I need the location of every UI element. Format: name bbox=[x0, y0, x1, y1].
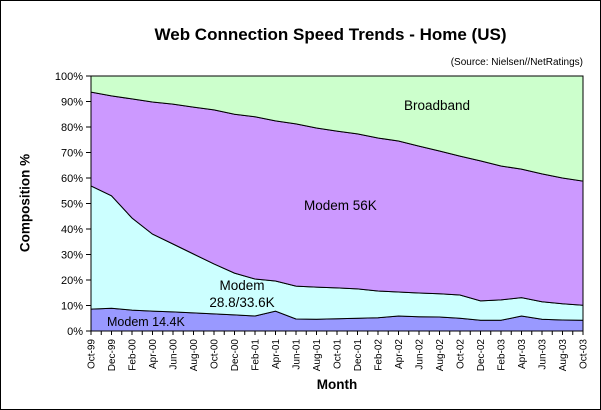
x-tick-label: Feb-01 bbox=[251, 339, 262, 371]
y-tick-label: 20% bbox=[61, 275, 83, 287]
y-tick-label: 90% bbox=[61, 97, 83, 109]
y-tick-label: 80% bbox=[61, 122, 83, 134]
x-tick-label: Aug-00 bbox=[189, 339, 200, 372]
x-axis-title: Month bbox=[316, 377, 358, 392]
x-tick-label: Aug-03 bbox=[558, 339, 569, 372]
y-tick-label: 30% bbox=[61, 250, 83, 262]
x-tick-label: Apr-00 bbox=[148, 339, 159, 369]
x-tick-label: Oct-03 bbox=[579, 339, 590, 369]
x-tick-label: Dec-01 bbox=[353, 339, 364, 372]
y-tick-label: 60% bbox=[61, 173, 83, 185]
x-tick-label: Oct-02 bbox=[456, 339, 467, 369]
x-tick-label: Oct-00 bbox=[210, 339, 221, 369]
chart-title: Web Connection Speed Trends - Home (US) bbox=[154, 25, 507, 44]
x-tick-label: Feb-03 bbox=[497, 339, 508, 371]
x-tick-label: Apr-02 bbox=[394, 339, 405, 369]
x-tick-label: Oct-99 bbox=[87, 339, 98, 369]
x-tick-label: Feb-00 bbox=[128, 339, 139, 371]
x-tick-label: Aug-02 bbox=[435, 339, 446, 372]
x-tick-label: Dec-02 bbox=[476, 339, 487, 372]
y-axis-title: Composition % bbox=[17, 153, 33, 253]
x-tick-label: Jun-03 bbox=[538, 339, 549, 370]
y-tick-label: 40% bbox=[61, 224, 83, 236]
y-tick-label: 100% bbox=[55, 71, 83, 83]
x-tick-label: Jun-00 bbox=[169, 339, 180, 370]
x-tick-label: Feb-02 bbox=[374, 339, 385, 371]
x-tick-label: Jun-01 bbox=[292, 339, 303, 370]
x-tick-label: Apr-01 bbox=[271, 339, 282, 369]
area-broadband bbox=[90, 75, 584, 182]
source-note: (Source: Nielsen//NetRatings) bbox=[450, 57, 583, 68]
y-tick-label: 50% bbox=[61, 199, 83, 211]
x-tick-label: Aug-01 bbox=[312, 339, 323, 372]
y-tick-label: 70% bbox=[61, 148, 83, 160]
y-tick-label: 10% bbox=[61, 301, 83, 313]
y-tick-label: 0% bbox=[67, 326, 83, 338]
x-tick-label: Oct-01 bbox=[333, 339, 344, 369]
x-tick-label: Dec-99 bbox=[107, 339, 118, 372]
x-tick-label: Dec-00 bbox=[230, 339, 241, 372]
x-tick-label: Jun-02 bbox=[415, 339, 426, 370]
x-tick-label: Apr-03 bbox=[517, 339, 528, 369]
